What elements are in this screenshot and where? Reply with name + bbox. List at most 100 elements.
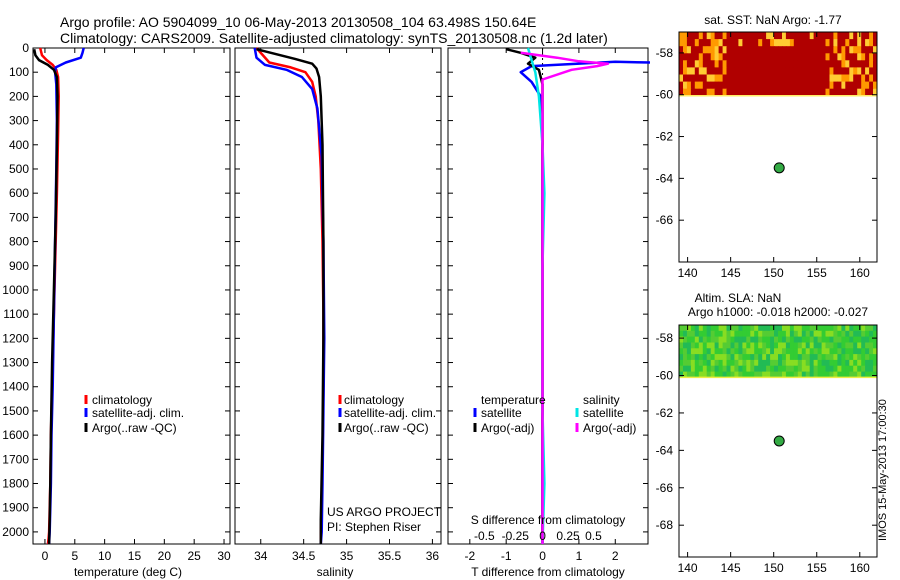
- sla-cell: [742, 359, 747, 367]
- sst-cell: [734, 32, 739, 40]
- sst-cell: [782, 39, 787, 47]
- sst-cell: [813, 81, 819, 90]
- sst-cell: [746, 32, 751, 40]
- sla-cell: [754, 359, 759, 367]
- sst-cell: [813, 53, 819, 61]
- sst-cell: [683, 46, 688, 54]
- sla-cell: [754, 354, 759, 361]
- sla-cell: [821, 371, 827, 378]
- sla-cell: [845, 336, 850, 343]
- depth-tick-label: 1200: [2, 331, 29, 345]
- sst-cell: [686, 67, 692, 75]
- sst-cell: [714, 81, 720, 90]
- sla-cell: [738, 330, 743, 338]
- sla-cell: [829, 365, 834, 372]
- sst-cell: [809, 60, 815, 68]
- sla-cell: [873, 330, 878, 338]
- salinity-legend: climatology satellite-adj. clim. Argo(..…: [327, 393, 442, 534]
- sst-cell: [821, 67, 827, 75]
- sla-cell: [738, 336, 743, 343]
- project-annotation: US ARGO PROJECT: [327, 505, 442, 519]
- sla-cell: [734, 325, 739, 332]
- sla-cell: [849, 354, 854, 361]
- sst-cell: [845, 88, 850, 97]
- sst-cell: [841, 88, 846, 97]
- sst-cell: [821, 46, 827, 54]
- depth-tick-label: 1300: [2, 356, 29, 370]
- sst-cell: [686, 60, 692, 68]
- sla-cell: [833, 354, 838, 361]
- sla-cell: [793, 342, 799, 349]
- sst-cell: [774, 32, 779, 40]
- sla-cell: [746, 354, 751, 361]
- sst-cell: [770, 67, 775, 75]
- temperature-xtick-label: 20: [158, 549, 172, 563]
- s-difference-tick-label: -0.25: [502, 529, 530, 543]
- sla-cell: [841, 342, 846, 349]
- sst-cell: [805, 60, 811, 68]
- sla-cell: [770, 365, 775, 372]
- sla-cell: [849, 330, 854, 338]
- sla-cell: [833, 336, 838, 343]
- sst-cell: [825, 60, 830, 68]
- sla-cell: [726, 342, 731, 349]
- sst-cell: [785, 67, 791, 75]
- sst-cell: [813, 46, 819, 54]
- sst-cell: [829, 39, 834, 47]
- sla-cell: [718, 359, 724, 367]
- sla-map-plot: -58 -60 -62 -64 -66 -68 140 145 150 155 160: [656, 324, 878, 575]
- sst-cell: [793, 53, 799, 61]
- depth-tick-label: 200: [9, 89, 29, 103]
- sla-cell: [849, 359, 854, 367]
- sla-cell: [825, 336, 830, 343]
- sla-cell: [683, 325, 688, 332]
- sla-cell: [766, 336, 771, 343]
- sla-cell: [694, 325, 700, 332]
- sst-cell: [785, 74, 791, 83]
- sla-xtick-label: 150: [764, 561, 784, 575]
- sla-cell: [722, 342, 728, 349]
- imos-timestamp: IMOS 15-May-2013 17:00:30: [877, 399, 889, 541]
- sla-cell: [762, 325, 767, 332]
- legend-header-salinity: salinity: [583, 393, 620, 407]
- sst-cell: [845, 60, 850, 68]
- sla-cell: [738, 371, 743, 378]
- sla-cell: [770, 330, 775, 338]
- sst-cell: [869, 32, 874, 40]
- sst-cell: [758, 53, 763, 61]
- sla-cell: [809, 365, 815, 372]
- sst-cell: [865, 81, 870, 90]
- sla-cell: [710, 325, 716, 332]
- sla-cell: [698, 342, 704, 349]
- sst-cell: [726, 67, 731, 75]
- sst-cell: [683, 39, 688, 47]
- sla-cell: [821, 365, 827, 372]
- sst-ytick-label: -62: [656, 130, 674, 144]
- sst-cell: [849, 67, 854, 75]
- sst-cell: [679, 53, 684, 61]
- sla-cell: [738, 325, 743, 332]
- sla-cell: [817, 371, 823, 378]
- sla-argo-marker: [773, 435, 785, 447]
- sst-cell: [869, 67, 874, 75]
- sst-cell: [683, 81, 688, 90]
- sst-cell: [817, 81, 823, 90]
- sst-cell: [683, 32, 688, 40]
- sst-cell: [718, 67, 724, 75]
- figure-title-line-2: Climatology: CARS2009. Satellite-adjuste…: [60, 30, 608, 46]
- sla-cell: [710, 354, 716, 361]
- sst-cell: [738, 67, 743, 75]
- sst-cell: [817, 74, 823, 83]
- sla-cell: [730, 342, 735, 349]
- sla-cell: [714, 330, 720, 338]
- sst-cell: [817, 67, 823, 75]
- sla-cell: [841, 365, 846, 372]
- sla-cell: [805, 371, 811, 378]
- sla-cell: [849, 371, 854, 378]
- sla-cell: [833, 348, 838, 355]
- sla-ytick-label: -64: [656, 443, 674, 457]
- sla-cell: [754, 371, 759, 378]
- sst-cell: [801, 53, 807, 61]
- sst-cell: [754, 81, 759, 90]
- sst-cell: [857, 39, 862, 47]
